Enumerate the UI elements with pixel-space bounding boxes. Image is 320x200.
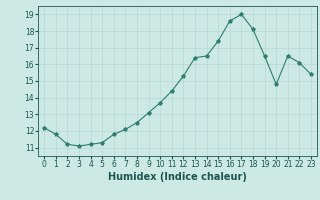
X-axis label: Humidex (Indice chaleur): Humidex (Indice chaleur) xyxy=(108,172,247,182)
